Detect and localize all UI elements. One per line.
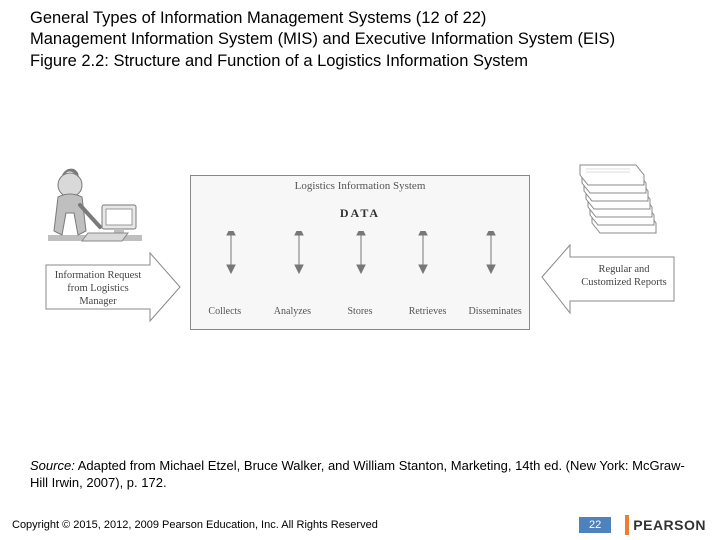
pearson-brand-text: PEARSON: [633, 517, 706, 533]
source-citation: Source: Adapted from Michael Etzel, Bruc…: [30, 457, 690, 492]
system-data-label: DATA: [191, 192, 529, 221]
function-labels: Collects Analyzes Stores Retrieves Disse…: [191, 306, 529, 317]
title-line-1: General Types of Information Management …: [30, 8, 690, 29]
fn-stores: Stores: [326, 306, 394, 317]
diagram: Information Request from Logistics Manag…: [40, 155, 680, 385]
system-title: Logistics Information System: [191, 176, 529, 192]
fn-analyzes: Analyzes: [259, 306, 327, 317]
title-line-3: Figure 2.2: Structure and Function of a …: [30, 51, 690, 72]
fn-retrieves: Retrieves: [394, 306, 462, 317]
footer: Copyright © 2015, 2012, 2009 Pearson Edu…: [0, 510, 720, 540]
function-arrows: [191, 231, 529, 281]
fn-collects: Collects: [191, 306, 259, 317]
fn-disseminates: Disseminates: [461, 306, 529, 317]
source-text: Adapted from Michael Etzel, Bruce Walker…: [30, 458, 685, 491]
left-callout-text: Information Request from Logistics Manag…: [52, 269, 144, 308]
system-box: Logistics Information System DATA: [190, 175, 530, 330]
page-number-badge: 22: [579, 517, 611, 533]
title-line-2: Management Information System (MIS) and …: [30, 29, 690, 50]
right-callout-arrow: Regular and Customized Reports: [540, 235, 680, 330]
reports-illustration: [570, 155, 670, 245]
pearson-logo: PEARSON: [625, 515, 706, 535]
pearson-bar-icon: [625, 515, 629, 535]
slide-header: General Types of Information Management …: [0, 0, 720, 72]
copyright-text: Copyright © 2015, 2012, 2009 Pearson Edu…: [0, 519, 579, 531]
right-callout-text: Regular and Customized Reports: [578, 263, 670, 289]
left-callout-arrow: Information Request from Logistics Manag…: [40, 247, 185, 337]
source-label: Source:: [30, 458, 75, 473]
